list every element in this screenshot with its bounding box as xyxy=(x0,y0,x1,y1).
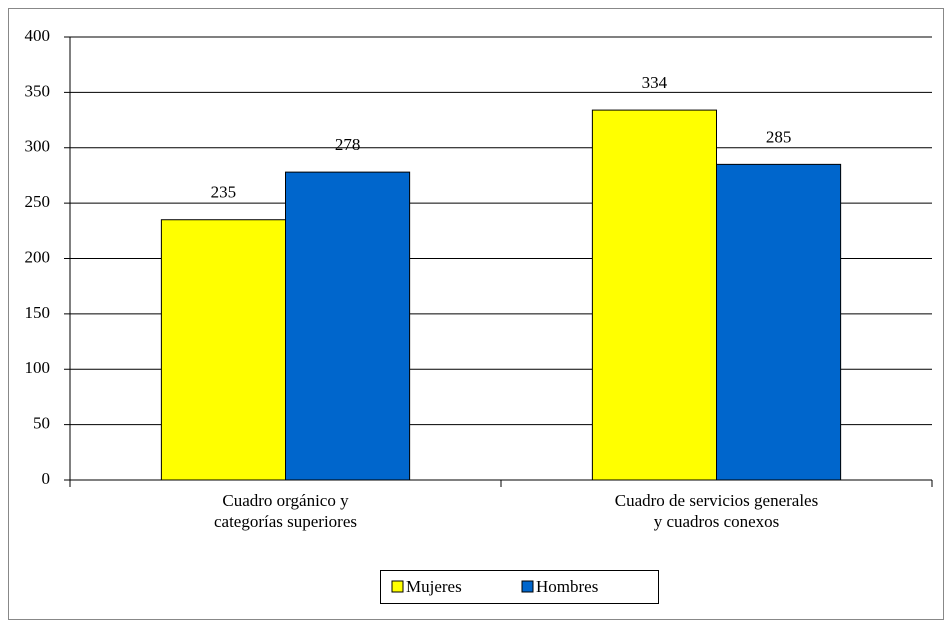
y-tick-label: 350 xyxy=(25,81,51,100)
legend-label: Mujeres xyxy=(406,577,462,596)
value-label: 334 xyxy=(642,73,668,92)
y-tick-label: 200 xyxy=(25,247,51,266)
y-tick-label: 300 xyxy=(25,137,51,156)
value-label: 278 xyxy=(335,135,361,154)
y-tick-label: 50 xyxy=(33,414,50,433)
legend-box xyxy=(380,570,659,604)
y-tick-label: 100 xyxy=(25,358,51,377)
y-tick-label: 400 xyxy=(25,26,51,45)
value-label: 285 xyxy=(766,127,792,146)
value-label: 235 xyxy=(211,183,237,202)
bar xyxy=(591,109,718,481)
legend-label: Hombres xyxy=(536,577,598,596)
bar xyxy=(160,219,286,481)
legend-swatch xyxy=(521,580,534,593)
bar xyxy=(285,171,411,481)
y-tick-label: 0 xyxy=(42,469,51,488)
y-tick-label: 250 xyxy=(25,192,51,211)
bar xyxy=(716,163,842,481)
legend-swatch xyxy=(391,580,404,593)
x-tick-label: Cuadro de servicios generales xyxy=(615,491,818,510)
x-tick-label: categorías superiores xyxy=(214,512,357,531)
y-tick-label: 150 xyxy=(25,303,51,322)
x-tick-label: Cuadro orgánico y xyxy=(222,491,349,510)
x-tick-label: y cuadros conexos xyxy=(654,512,780,531)
